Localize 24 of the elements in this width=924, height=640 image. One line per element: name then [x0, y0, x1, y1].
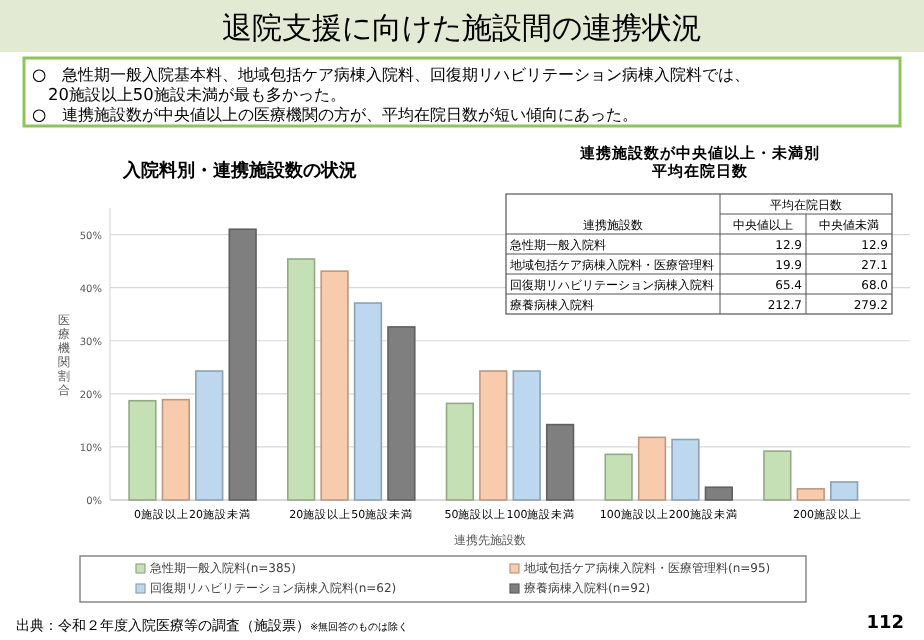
bar	[161, 398, 190, 501]
bar	[228, 228, 257, 501]
bar	[387, 326, 416, 501]
bar	[445, 402, 475, 501]
bar	[830, 481, 859, 501]
bar	[763, 450, 792, 501]
bar	[353, 302, 383, 501]
text: 112	[866, 614, 904, 634]
bar	[545, 423, 575, 501]
bar	[320, 270, 349, 501]
bar	[604, 453, 633, 501]
text: ○ 急性期一般入院基本料、地域包括ケア病棟入院料、回復期リハビリテーション病棟入院料では、 20施設以上50施設未満が最も多かった。	[32, 64, 751, 104]
bar	[671, 438, 700, 501]
bar	[128, 399, 157, 501]
bar	[512, 370, 541, 501]
text: 退院支援に向けた施設間の連携状況	[222, 10, 702, 46]
chart-title: 入院料別・連携施設数の状況	[121, 160, 357, 182]
bar	[637, 436, 667, 501]
bar	[286, 258, 316, 501]
text: ○ 連携施設数が中央値以上の医療機関の方が、平均在院日数が短い傾向にあった。	[32, 104, 639, 124]
bar	[479, 370, 508, 501]
bar	[704, 486, 734, 501]
bar	[796, 488, 825, 501]
bar	[195, 370, 224, 501]
